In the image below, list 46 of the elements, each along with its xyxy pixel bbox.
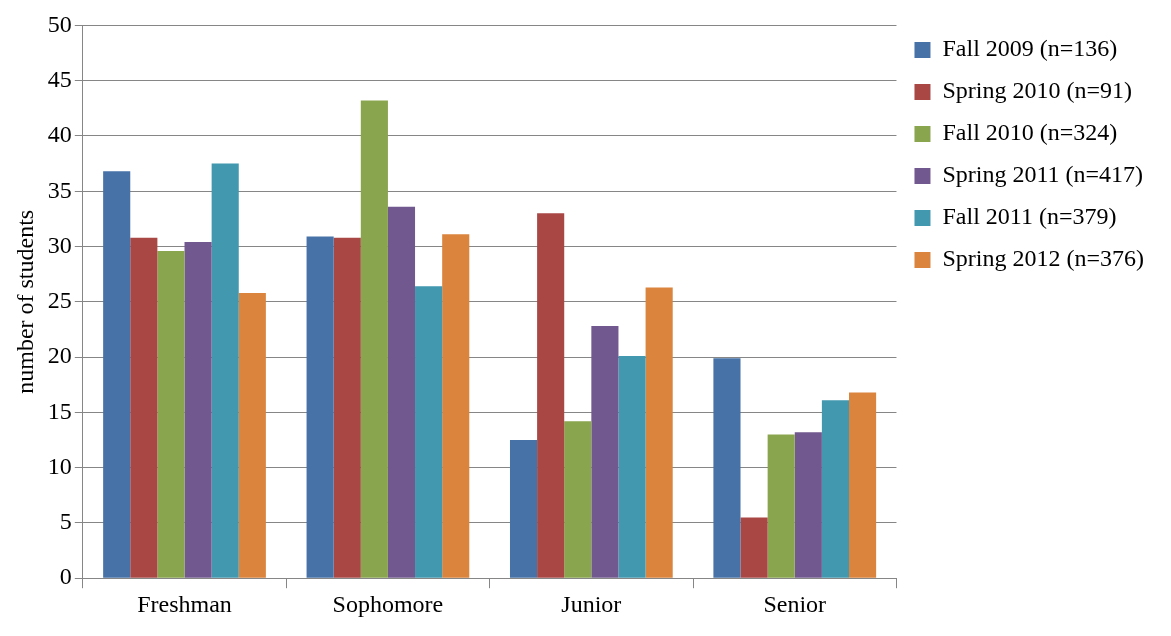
bar <box>645 287 673 578</box>
bar <box>618 355 646 578</box>
bar <box>360 100 388 578</box>
legend-label: Spring 2010 (n=91) <box>942 77 1132 104</box>
x-tick-label: Senior <box>763 590 827 617</box>
bar <box>713 358 741 578</box>
bar <box>211 163 239 578</box>
y-tick-label: 20 <box>47 342 72 369</box>
bar <box>591 326 619 578</box>
bar <box>333 237 361 578</box>
y-tick-label: 45 <box>47 65 72 92</box>
y-tick-label: 10 <box>47 452 72 479</box>
y-tick-label: 50 <box>47 10 72 37</box>
legend-label: Spring 2011 (n=417) <box>942 161 1144 188</box>
x-tick-label: Freshman <box>137 590 232 617</box>
legend-label: Fall 2009 (n=136) <box>942 35 1118 62</box>
bar <box>821 400 850 578</box>
bar <box>849 392 877 578</box>
y-axis-title: number of students <box>11 209 38 394</box>
bar <box>184 242 212 578</box>
y-tick-label: 40 <box>47 121 72 148</box>
bar <box>442 234 470 578</box>
bar <box>740 517 768 578</box>
y-tick-label: 15 <box>47 397 72 424</box>
y-tick-label: 25 <box>47 287 72 314</box>
bar <box>130 237 158 578</box>
y-tick-label: 5 <box>59 508 72 535</box>
y-tick-label: 30 <box>47 231 72 258</box>
x-tick-label: Sophomore <box>332 590 444 617</box>
legend-label: Fall 2011 (n=379) <box>942 203 1117 230</box>
bar <box>387 206 416 578</box>
bar <box>537 213 565 578</box>
y-tick-label: 35 <box>47 176 72 203</box>
bar <box>564 421 592 578</box>
y-tick-label: 0 <box>59 563 72 590</box>
bar <box>103 171 131 578</box>
legend-label: Fall 2010 (n=324) <box>942 119 1118 146</box>
x-tick-label: Junior <box>561 590 622 617</box>
bar <box>157 250 185 578</box>
bar <box>509 440 538 578</box>
bar <box>767 434 795 578</box>
bar <box>794 432 822 578</box>
bar <box>238 292 266 578</box>
bar <box>415 286 443 578</box>
bar <box>306 236 334 578</box>
legend-label: Spring 2012 (n=376) <box>942 245 1144 272</box>
